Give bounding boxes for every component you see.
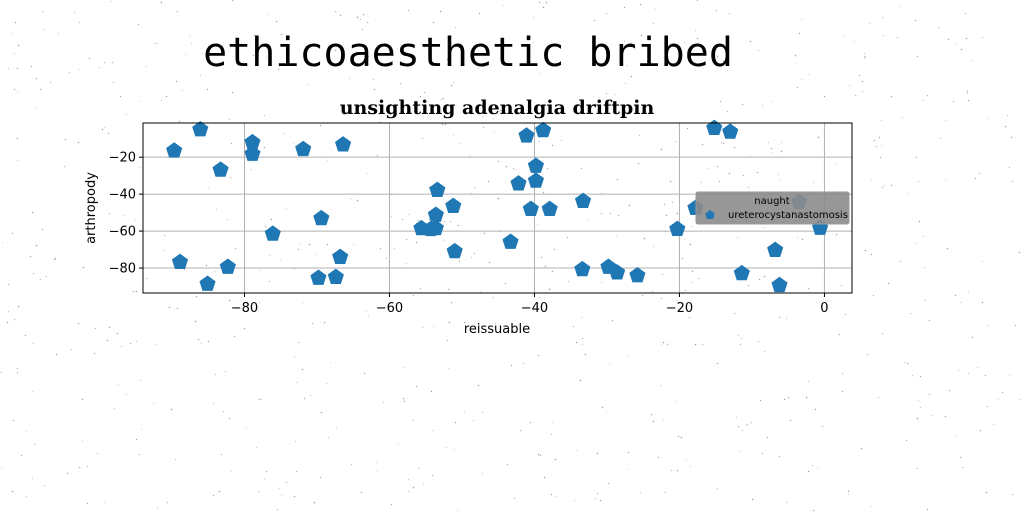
data-point [527,172,545,188]
data-point [609,264,626,280]
x-tick-label: 0 [820,301,828,316]
data-point [629,266,646,283]
legend-marker-pentagon [705,210,715,220]
data-point [166,142,183,158]
data-point [669,220,686,236]
data-point [427,219,444,236]
legend-entry-label: ureterocystanastomosis [728,210,848,221]
data-point [335,136,352,152]
data-point [219,258,236,274]
data-point [522,200,539,216]
data-point [574,260,591,277]
data-point [733,264,750,281]
data-point [722,123,739,139]
data-point [510,175,527,191]
data-point [427,206,444,222]
data-point [445,197,462,214]
x-tick-label: −60 [376,301,403,316]
data-point [429,181,446,197]
y-tick-label: −60 [109,225,136,240]
data-point [244,133,261,150]
data-point [767,241,784,258]
data-point [327,268,344,284]
data-points [166,119,829,293]
axes-frame [142,122,853,294]
data-point [310,269,327,285]
x-axis-label: reissuable [464,322,530,337]
data-point [706,119,723,136]
data-point [295,140,312,157]
data-point [244,145,261,161]
axis-ticks: −80 −60 −40 −20 0 −80 −60 −40 −20 [109,151,829,316]
y-tick-label: −80 [109,262,136,277]
data-point [535,121,552,138]
y-tick-label: −40 [109,188,136,203]
data-point [446,242,463,259]
data-point [192,120,209,137]
legend-box [695,191,850,225]
legend-title: naught [754,196,789,207]
data-point [264,225,281,241]
data-point [574,192,592,209]
data-point [171,253,189,270]
x-tick-label: −40 [521,301,548,316]
data-point [332,248,349,265]
data-point [541,200,558,216]
data-point [527,157,545,173]
data-point [518,127,535,143]
x-tick-label: −20 [666,301,693,316]
data-point [199,275,216,291]
data-point [212,161,229,177]
y-tick-label: −20 [109,151,136,166]
data-point [313,209,330,226]
figure-suptitle: ethicoaesthetic bribed [203,30,733,76]
y-axis-label: arthropody [84,172,99,244]
legend: naught ureterocystanastomosis [695,191,850,225]
x-tick-label: −80 [231,301,258,316]
data-point [502,233,519,249]
data-point [771,276,788,293]
chart-title: unsighting adenalgia driftpin [340,97,655,119]
